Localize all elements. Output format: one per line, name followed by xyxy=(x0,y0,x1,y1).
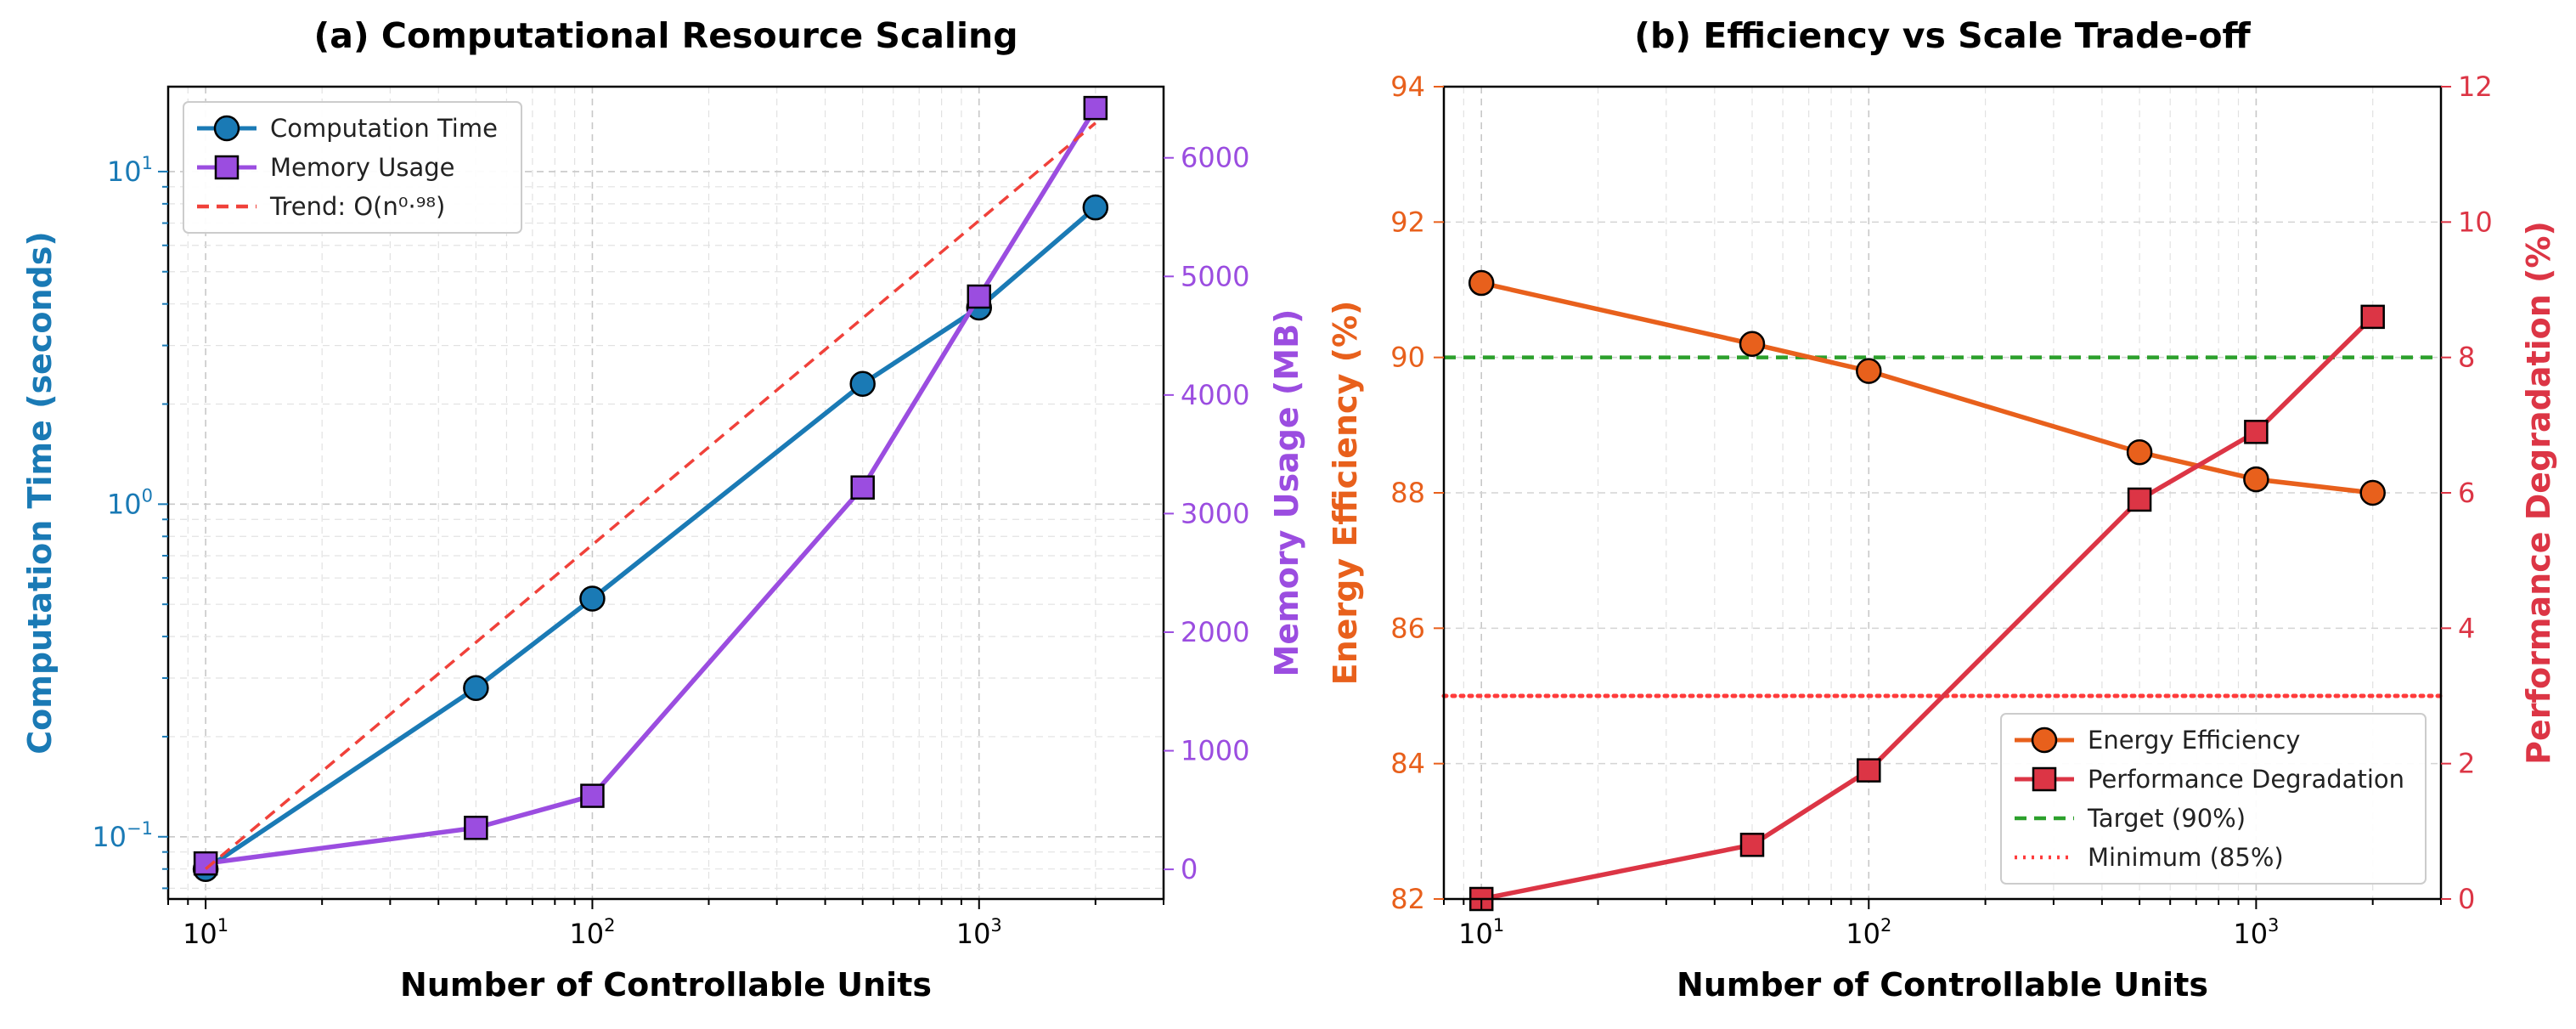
y2-tick-label: 12 xyxy=(2458,71,2493,103)
y-tick-label: 92 xyxy=(1390,206,1425,238)
panel-b-ticks: 101 102 103 82 84 86 88 90 92 94 0 2 4 6 8 10 12 xyxy=(1390,71,2492,950)
x-tick-label: 102 xyxy=(1846,915,1891,950)
panel-b-chart: (b) Efficiency vs Scale Trade-off 101 102… xyxy=(1327,15,2557,1004)
data-point xyxy=(1082,194,1109,221)
y-tick-label: 94 xyxy=(1390,71,1425,103)
panel-a-legend: Computation Time Memory Usage Trend: O(n⁰·… xyxy=(183,101,522,234)
panel-a-chart: (a) Computational Resource Scaling 101 10… xyxy=(21,15,1305,1004)
legend-marker xyxy=(214,155,240,180)
legend-label: Performance Degradation xyxy=(2088,765,2404,794)
y-tick-label: 10−1 xyxy=(92,818,153,853)
legend-label: Trend: O(n⁰·⁹⁸) xyxy=(269,192,445,221)
y-tick-label: 100 xyxy=(107,485,153,520)
panel-b-y-axis-label: Energy Efficiency (%) xyxy=(1327,301,1364,686)
data-point xyxy=(2244,420,2269,444)
legend-label: Computation Time xyxy=(270,114,498,143)
legend-label: Minimum (85%) xyxy=(2088,843,2284,872)
data-point xyxy=(1739,833,1765,857)
panel-a-plot-area xyxy=(192,95,1109,882)
y2-tick-label: 4000 xyxy=(1181,379,1249,411)
data-point xyxy=(2126,438,2153,466)
y2-tick-label: 3000 xyxy=(1181,497,1249,529)
panel-a-ticks: 101 102 103 10−1 100 101 0 1000 2000 3000 4000 5000… xyxy=(92,142,1249,950)
series-line xyxy=(204,206,1097,871)
panel-a-title: (a) Computational Resource Scaling xyxy=(313,15,1017,56)
x-tick-label: 101 xyxy=(183,915,228,950)
panel-b-title: (b) Efficiency vs Scale Trade-off xyxy=(1634,15,2251,56)
x-tick-label: 101 xyxy=(1458,915,1504,950)
legend-box xyxy=(2000,713,2427,885)
y-tick-label: 90 xyxy=(1390,342,1425,374)
data-point xyxy=(1857,758,1881,783)
x-tick-label: 103 xyxy=(956,915,1002,950)
x-tick-label: 103 xyxy=(2233,915,2279,950)
data-point xyxy=(850,475,875,500)
panel-b-plot-area xyxy=(1441,269,2444,912)
panel-b-legend: Energy Efficiency Performance Degradation… xyxy=(2000,713,2427,885)
y-tick-label: 82 xyxy=(1390,883,1425,915)
y2-tick-label: 2000 xyxy=(1181,616,1249,648)
y-tick-label: 88 xyxy=(1390,477,1425,509)
series-line xyxy=(1480,280,2374,495)
y2-tick-label: 5000 xyxy=(1181,260,1249,292)
y2-tick-label: 1000 xyxy=(1181,735,1249,767)
legend-marker xyxy=(2032,766,2057,792)
y2-tick-label: 0 xyxy=(1181,853,1198,885)
series-line xyxy=(205,122,1096,871)
series-line xyxy=(205,106,1098,866)
y2-tick-label: 6 xyxy=(2458,477,2475,509)
series-line xyxy=(1480,314,2375,902)
panel-a-y2-axis-label: Memory Usage (MB) xyxy=(1268,309,1305,677)
data-point xyxy=(463,675,489,701)
data-point xyxy=(1856,358,1882,384)
panel-b-grid xyxy=(1443,86,2442,900)
legend-box xyxy=(183,101,522,234)
data-point xyxy=(579,585,606,612)
y2-tick-label: 0 xyxy=(2458,883,2475,915)
data-point xyxy=(2127,487,2152,512)
legend-label: Target (90%) xyxy=(2087,804,2246,833)
y2-tick-label: 4 xyxy=(2458,612,2475,644)
data-point xyxy=(849,370,876,398)
y2-tick-label: 2 xyxy=(2458,748,2475,780)
legend-marker xyxy=(2031,727,2058,754)
data-point xyxy=(2243,466,2269,493)
data-point xyxy=(580,783,605,808)
data-point xyxy=(2359,479,2386,506)
panel-b-y2-axis-label: Performance Degradation (%) xyxy=(2520,221,2557,765)
panel-a-x-axis-label: Number of Controllable Units xyxy=(400,966,932,1004)
y2-tick-label: 10 xyxy=(2458,206,2493,238)
y-tick-label: 84 xyxy=(1390,748,1425,780)
legend-label: Memory Usage xyxy=(270,153,455,182)
legend-label: Energy Efficiency xyxy=(2088,726,2300,755)
data-point xyxy=(1083,95,1108,121)
y-tick-label: 86 xyxy=(1390,612,1425,644)
data-point xyxy=(967,284,992,309)
x-tick-label: 102 xyxy=(569,915,615,950)
panel-a-y-axis-label: Computation Time (seconds) xyxy=(21,231,59,754)
data-point xyxy=(464,816,488,840)
y-tick-label: 101 xyxy=(107,153,153,188)
data-point xyxy=(2360,304,2385,330)
data-point xyxy=(1468,269,1495,297)
y2-tick-label: 6000 xyxy=(1181,142,1249,174)
panel-b-x-axis-label: Number of Controllable Units xyxy=(1677,966,2208,1004)
data-point xyxy=(1739,331,1766,357)
legend-marker xyxy=(213,115,240,142)
y2-tick-label: 8 xyxy=(2458,342,2475,374)
panel-a-frame xyxy=(166,85,1165,901)
